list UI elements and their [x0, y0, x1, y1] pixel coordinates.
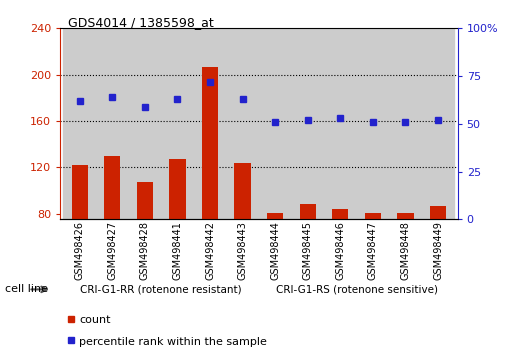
- Bar: [389, 28, 422, 219]
- Bar: [137, 182, 153, 306]
- Bar: [226, 28, 259, 219]
- Bar: [202, 67, 218, 306]
- Bar: [96, 28, 129, 219]
- Bar: [234, 163, 251, 306]
- Bar: [161, 28, 194, 219]
- Bar: [365, 212, 381, 306]
- Bar: [291, 28, 324, 219]
- Bar: [422, 28, 454, 219]
- Text: count: count: [79, 315, 111, 325]
- Bar: [397, 212, 414, 306]
- Bar: [332, 209, 348, 306]
- Bar: [129, 28, 161, 219]
- Bar: [357, 28, 389, 219]
- Bar: [194, 28, 226, 219]
- Text: CRI-G1-RR (rotenone resistant): CRI-G1-RR (rotenone resistant): [81, 284, 242, 295]
- Bar: [72, 165, 88, 306]
- Bar: [267, 212, 283, 306]
- Bar: [169, 159, 186, 306]
- Text: cell line: cell line: [5, 284, 48, 295]
- Bar: [324, 28, 357, 219]
- Text: percentile rank within the sample: percentile rank within the sample: [79, 337, 267, 347]
- Text: CRI-G1-RS (rotenone sensitive): CRI-G1-RS (rotenone sensitive): [276, 284, 438, 295]
- Bar: [430, 206, 446, 306]
- Bar: [259, 28, 291, 219]
- Bar: [63, 28, 96, 219]
- Bar: [300, 204, 316, 306]
- Text: GDS4014 / 1385598_at: GDS4014 / 1385598_at: [68, 16, 214, 29]
- Bar: [104, 156, 120, 306]
